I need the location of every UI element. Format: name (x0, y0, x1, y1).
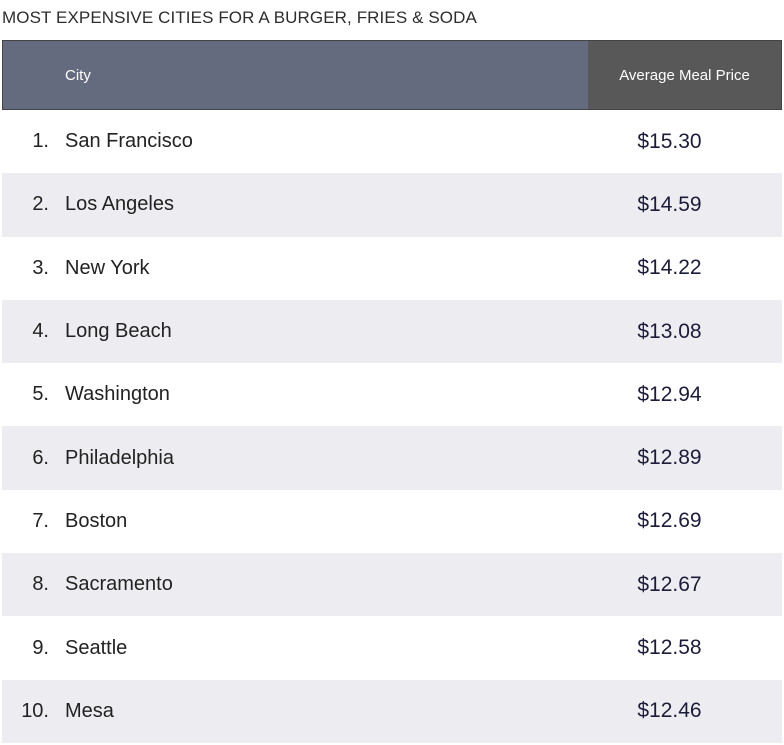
table-row: 6. Philadelphia $12.89 (2, 426, 782, 490)
rank-cell: 3. (32, 256, 49, 279)
price-cell: $12.46 (637, 699, 702, 723)
city-cell: Philadelphia (65, 446, 174, 469)
price-cell: $14.22 (637, 256, 702, 280)
city-cell: Long Beach (65, 320, 172, 343)
table-row: 2. Los Angeles $14.59 (2, 173, 782, 237)
city-cell: San Francisco (65, 130, 193, 153)
ranking-table: City Average Meal Price 1. San Francisco $… (2, 40, 782, 743)
table-row: 4. Long Beach $13.08 (2, 299, 782, 364)
city-cell: Sacramento (65, 573, 173, 596)
rank-cell: 6. (32, 446, 49, 469)
city-cell: Washington (65, 383, 170, 406)
rank-cell: 1. (32, 130, 49, 153)
price-cell: $12.67 (637, 572, 702, 596)
column-header-price: Average Meal Price (588, 41, 781, 109)
price-cell: $12.94 (637, 382, 702, 406)
table-row: 7. Boston $12.69 (2, 489, 782, 554)
city-cell: Mesa (65, 699, 114, 722)
table-row: 3. New York $14.22 (2, 236, 782, 300)
table-row: 5. Washington $12.94 (2, 363, 782, 427)
rank-cell: 8. (32, 573, 49, 596)
price-cell: $15.30 (637, 129, 702, 153)
rank-cell: 2. (32, 193, 49, 216)
table-row: 10. Mesa $12.46 (2, 679, 782, 743)
price-cell: $12.69 (637, 509, 702, 533)
city-cell: Los Angeles (65, 193, 174, 216)
rank-cell: 10. (21, 699, 49, 722)
column-header-city: City (3, 41, 588, 109)
city-cell: Boston (65, 509, 128, 532)
rank-cell: 7. (32, 509, 49, 532)
price-cell: $13.08 (637, 319, 702, 343)
table-row: 1. San Francisco $15.30 (2, 110, 782, 174)
rank-cell: 4. (32, 320, 49, 343)
table-row: 8. Sacramento $12.67 (2, 553, 782, 617)
table-title: MOST EXPENSIVE CITIES FOR A BURGER, FRIE… (2, 8, 477, 27)
price-cell: $12.58 (637, 636, 702, 660)
table-header: City Average Meal Price (2, 40, 782, 110)
city-cell: Seattle (65, 636, 128, 659)
price-cell: $14.59 (637, 192, 702, 216)
price-cell: $12.89 (637, 446, 702, 470)
rank-cell: 5. (32, 383, 49, 406)
city-cell: New York (65, 256, 150, 279)
rank-cell: 9. (32, 636, 49, 659)
table-row: 9. Seattle $12.58 (2, 616, 782, 680)
table-body: 1. San Francisco $15.30 2. Los Angeles $14.59… (2, 110, 782, 743)
